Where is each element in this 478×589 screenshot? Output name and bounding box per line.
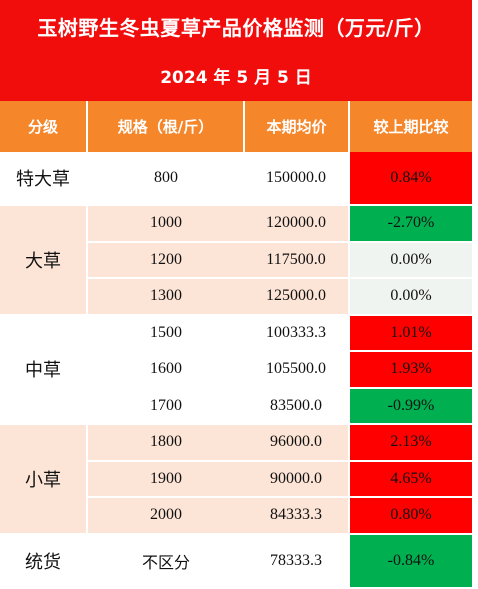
table-row: 中草 1500 100333.3 1.01% (0, 314, 472, 425)
column-header-change: 较上期比较 (349, 101, 472, 152)
change-cell: 0.80% (348, 497, 472, 535)
change-cell: 4.65% (348, 460, 472, 498)
change-cell: 2.13% (348, 424, 472, 462)
column-header-grade: 分级 (0, 101, 88, 152)
price-cell: 100333.3 (244, 314, 349, 352)
spec-cell: 1000 (87, 205, 244, 243)
price-cell: 96000.0 (244, 424, 349, 462)
grade-cell: 中草 (0, 314, 88, 425)
table-body: 特大草 800 150000.0 0.84% 大草 1000 120000.0 … (0, 152, 472, 589)
change-cell: 0.00% (348, 278, 472, 316)
table-header-row: 分级 规格（根/斤） 本期均价 较上期比较 (0, 101, 472, 152)
table-row: 1300 125000.0 0.00% (0, 278, 472, 316)
price-cell: 83500.0 (244, 387, 349, 425)
spec-cell: 1200 (87, 241, 244, 279)
price-cell: 78333.3 (244, 533, 349, 589)
spec-cell: 1600 (87, 351, 244, 389)
table-row: 1900 90000.0 4.65% (0, 460, 472, 498)
table-row: 大草 1000 120000.0 -2.70% (0, 205, 472, 316)
table-row: 小草 1800 96000.0 2.13% (0, 424, 472, 535)
title-band: 玉树野生冬虫夏草产品价格监测（万元/斤） 2024 年 5 月 5 日 (0, 0, 472, 101)
table-row: 2000 84333.3 0.80% (0, 497, 472, 535)
grade-cell: 特大草 (0, 152, 88, 206)
spec-cell: 1700 (87, 387, 244, 425)
change-cell: 1.01% (348, 314, 472, 352)
grade-cell: 大草 (0, 205, 88, 316)
change-cell: 0.00% (348, 241, 472, 279)
change-cell: -0.99% (348, 387, 472, 425)
spec-cell: 2000 (87, 497, 244, 535)
change-cell: -0.84% (348, 533, 472, 589)
change-cell: -2.70% (348, 205, 472, 243)
page-title: 玉树野生冬虫夏草产品价格监测（万元/斤） (37, 16, 435, 40)
spec-cell: 1300 (87, 278, 244, 316)
change-cell: 1.93% (348, 351, 472, 389)
grade-cell: 小草 (0, 424, 88, 535)
change-cell: 0.84% (348, 152, 472, 206)
spec-cell: 1900 (87, 460, 244, 498)
price-cell: 150000.0 (244, 152, 349, 206)
spec-cell: 1500 (87, 314, 244, 352)
grade-cell: 统货 (0, 533, 88, 589)
report-date: 2024 年 5 月 5 日 (160, 68, 312, 88)
table-row: 特大草 800 150000.0 0.84% (0, 152, 472, 206)
price-cell: 90000.0 (244, 460, 349, 498)
column-header-spec: 规格（根/斤） (87, 101, 245, 152)
table-row: 1200 117500.0 0.00% (0, 241, 472, 279)
price-cell: 105500.0 (244, 351, 349, 389)
price-cell: 84333.3 (244, 497, 349, 535)
spec-cell: 1800 (87, 424, 244, 462)
spec-cell: 800 (87, 152, 244, 206)
spec-cell: 不区分 (87, 533, 244, 589)
table-row: 1700 83500.0 -0.99% (0, 387, 472, 425)
price-cell: 125000.0 (244, 278, 349, 316)
price-cell: 117500.0 (244, 241, 349, 279)
table-row: 统货 不区分 78333.3 -0.84% (0, 533, 472, 589)
column-header-price: 本期均价 (244, 101, 350, 152)
table-row: 1600 105500.0 1.93% (0, 351, 472, 389)
price-cell: 120000.0 (244, 205, 349, 243)
price-table: 分级 规格（根/斤） 本期均价 较上期比较 特大草 800 150000.0 0… (0, 101, 472, 589)
